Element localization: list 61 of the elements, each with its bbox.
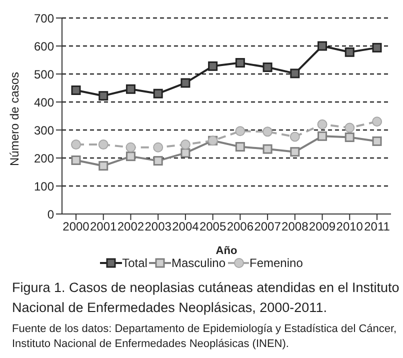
point xyxy=(235,58,245,68)
text: Figura 1. Casos de neoplasias cutáneas atendidas en el Instituto Nacional de Enfermedades Neoplásicas, 2000-2011. xyxy=(11,279,400,317)
x-tick-label: 2001 xyxy=(90,220,118,234)
legend-label: Masculino xyxy=(171,256,226,270)
x-tick-label: 2010 xyxy=(336,220,364,234)
point xyxy=(372,136,382,146)
point xyxy=(180,140,190,150)
point xyxy=(98,91,108,101)
x-tick-label: 2004 xyxy=(172,220,200,234)
x-tick-label: 2005 xyxy=(199,220,226,234)
x-tick-label: 2009 xyxy=(308,220,336,234)
y-tick-label: 700 xyxy=(34,11,54,26)
point xyxy=(318,131,328,141)
point xyxy=(317,119,328,130)
y-tick-label: 600 xyxy=(34,39,54,54)
point xyxy=(235,142,245,152)
x-tick-label: 2008 xyxy=(282,220,309,234)
x-tick-label: 2011 xyxy=(364,220,390,234)
point xyxy=(290,132,300,142)
point xyxy=(290,68,300,78)
y-tick-label: 100 xyxy=(34,179,54,194)
point xyxy=(126,152,136,162)
x-tick-label: 2007 xyxy=(254,220,282,234)
point xyxy=(153,142,164,152)
point xyxy=(262,62,272,72)
point xyxy=(126,84,136,94)
x-tick-label: 2000 xyxy=(62,220,90,234)
x-tick-label: 2002 xyxy=(117,220,144,234)
point xyxy=(344,132,354,142)
point xyxy=(372,42,382,52)
point xyxy=(98,161,108,171)
point xyxy=(290,147,300,157)
y-axis-title: Número de casos xyxy=(7,72,22,166)
y-tick-label: 400 xyxy=(34,95,54,110)
point xyxy=(180,148,190,158)
point xyxy=(262,126,273,137)
x-tick-label: 2006 xyxy=(226,220,254,234)
point xyxy=(344,47,354,57)
point xyxy=(153,88,163,98)
legend-label: Total xyxy=(122,256,148,270)
y-tick-label: 500 xyxy=(34,67,54,82)
point xyxy=(153,156,163,166)
point xyxy=(71,140,81,150)
point xyxy=(372,116,382,127)
point xyxy=(344,122,355,133)
point xyxy=(71,85,81,95)
y-tick-label: 300 xyxy=(34,123,54,138)
point xyxy=(318,41,328,51)
source-note: Fuente de los datos: Departamento de Epidemiología y Estadística del Cáncer, Instituto Nacional de Enfermedades Neoplásicas (INEN). xyxy=(11,322,398,352)
point xyxy=(71,155,81,165)
x-axis-title: Año xyxy=(216,245,238,257)
point xyxy=(208,61,218,71)
point xyxy=(180,78,190,88)
x-tick-label: 2003 xyxy=(144,220,172,234)
point xyxy=(235,126,246,136)
y-tick-label: 0 xyxy=(47,207,54,222)
point xyxy=(126,142,136,152)
point xyxy=(98,140,108,150)
point xyxy=(262,144,272,154)
legend-label: Femenino xyxy=(250,256,303,270)
y-tick-label: 200 xyxy=(34,151,54,166)
